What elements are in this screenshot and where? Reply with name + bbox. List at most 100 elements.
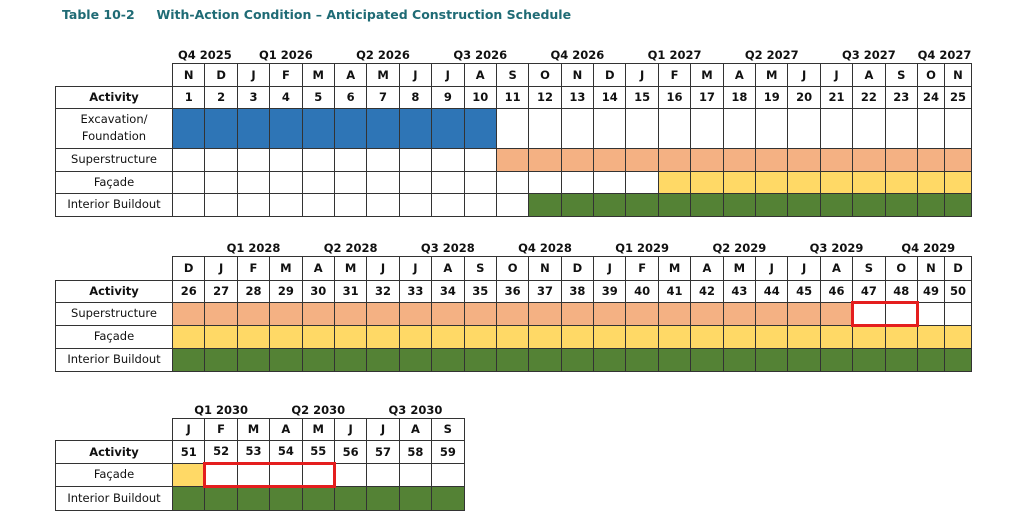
schedule-bar-cell xyxy=(398,347,433,372)
activity-row: Façade xyxy=(55,324,972,349)
month-header: A xyxy=(819,255,854,281)
month-number: 40 xyxy=(625,279,659,303)
schedule-bar-cell xyxy=(528,301,562,326)
month-number: 5 xyxy=(301,85,335,109)
month-number: 44 xyxy=(755,279,789,303)
schedule-bar-cell xyxy=(366,347,400,372)
empty-cell xyxy=(495,192,530,217)
empty-cell xyxy=(463,170,497,194)
empty-cell xyxy=(366,192,400,217)
schedule-bar-cell xyxy=(431,107,465,149)
empty-cell xyxy=(528,170,562,194)
activity-label: Interior Buildout xyxy=(55,485,173,511)
schedule-bar-cell xyxy=(657,324,692,349)
month-number: 59 xyxy=(431,439,465,464)
schedule-bar-cell xyxy=(171,107,206,149)
empty-cell xyxy=(560,107,595,149)
schedule-bar-cell xyxy=(204,301,238,326)
month-header: A xyxy=(722,62,757,87)
activity-row: Façade xyxy=(55,170,972,194)
schedule-bar-cell xyxy=(593,192,627,217)
activity-row: Superstructure xyxy=(55,300,972,327)
activity-header: Activity xyxy=(55,279,173,303)
schedule-bar-cell xyxy=(398,107,433,149)
schedule-bar-cell xyxy=(722,147,757,172)
schedule-bar-cell xyxy=(755,301,789,326)
month-header: D xyxy=(593,62,627,87)
month-number: 42 xyxy=(690,279,724,303)
empty-cell xyxy=(366,170,400,194)
month-header: F xyxy=(657,62,692,87)
quarter-label: Q4 2029 xyxy=(901,240,956,255)
quarter-label: Q4 2027 xyxy=(917,47,972,62)
empty-cell xyxy=(366,462,400,487)
empty-cell xyxy=(852,107,886,149)
empty-cell xyxy=(204,192,238,217)
month-header: J xyxy=(366,417,400,441)
month-number: 47 xyxy=(852,279,886,303)
month-number: 8 xyxy=(398,85,433,109)
activity-row: Interior Buildout xyxy=(55,192,972,217)
month-header: S xyxy=(431,417,465,441)
empty-cell xyxy=(431,192,465,217)
schedule-bar-cell xyxy=(366,485,400,511)
schedule-table-3: Q1 2030 Q2 2030 Q3 2030 J F M A M J J A S Activity 51… xyxy=(55,400,465,511)
month-header: A xyxy=(690,255,724,281)
schedule-bar-cell xyxy=(755,324,789,349)
schedule-bar-cell xyxy=(366,107,400,149)
month-number: 34 xyxy=(431,279,465,303)
activity-label: Interior Buildout xyxy=(55,192,173,217)
month-header: S xyxy=(463,255,497,281)
schedule-bar-cell xyxy=(171,347,206,372)
month-number: 48 xyxy=(884,279,918,303)
month-number: 39 xyxy=(593,279,627,303)
schedule-bar-cell xyxy=(301,485,335,511)
schedule-bar-cell xyxy=(171,485,206,511)
quarter-label: Q3 2029 xyxy=(809,240,864,255)
month-number: 55 xyxy=(301,439,335,464)
schedule-bar-cell xyxy=(495,324,530,349)
empty-cell xyxy=(819,107,854,149)
activity-label: Superstructure xyxy=(55,147,173,172)
quarter-label: Q1 2027 xyxy=(647,47,702,62)
empty-cell xyxy=(528,107,562,149)
empty-cell xyxy=(593,170,627,194)
month-number: 35 xyxy=(463,279,497,303)
schedule-bar-cell xyxy=(269,324,303,349)
month-number: 11 xyxy=(495,85,530,109)
schedule-bar-cell xyxy=(657,192,692,217)
schedule-bar-cell xyxy=(171,301,206,326)
schedule-bar-cell xyxy=(495,347,530,372)
month-header: F xyxy=(236,255,271,281)
month-number: 21 xyxy=(819,85,854,109)
schedule-bar-cell xyxy=(884,324,918,349)
schedule-bar-cell xyxy=(204,485,238,511)
schedule-bar-cell xyxy=(431,347,465,372)
schedule-bar-cell xyxy=(625,192,659,217)
month-number: 49 xyxy=(916,279,945,303)
schedule-bar-cell xyxy=(852,192,886,217)
month-number: 16 xyxy=(657,85,692,109)
schedule-bar-cell xyxy=(943,192,972,217)
schedule-bar-cell xyxy=(819,170,854,194)
month-header: J xyxy=(366,255,400,281)
month-header: M xyxy=(690,62,724,87)
schedule-bar-cell xyxy=(431,301,465,326)
empty-cell xyxy=(593,107,627,149)
schedule-bar-cell xyxy=(819,324,854,349)
month-number: 54 xyxy=(269,439,303,464)
month-header: N xyxy=(916,255,945,281)
empty-cell xyxy=(269,170,303,194)
month-header: M xyxy=(722,255,757,281)
empty-cell xyxy=(431,147,465,172)
empty-cell xyxy=(625,170,659,194)
schedule-bar-cell xyxy=(690,347,724,372)
month-header: N xyxy=(560,62,595,87)
month-number: 17 xyxy=(690,85,724,109)
month-header: M xyxy=(366,62,400,87)
schedule-bar-cell xyxy=(301,107,335,149)
quarter-label: Q2 2026 xyxy=(356,47,410,62)
month-number: 52 xyxy=(204,439,238,464)
quarter-label: Q3 2028 xyxy=(420,240,475,255)
empty-cell xyxy=(171,192,206,217)
